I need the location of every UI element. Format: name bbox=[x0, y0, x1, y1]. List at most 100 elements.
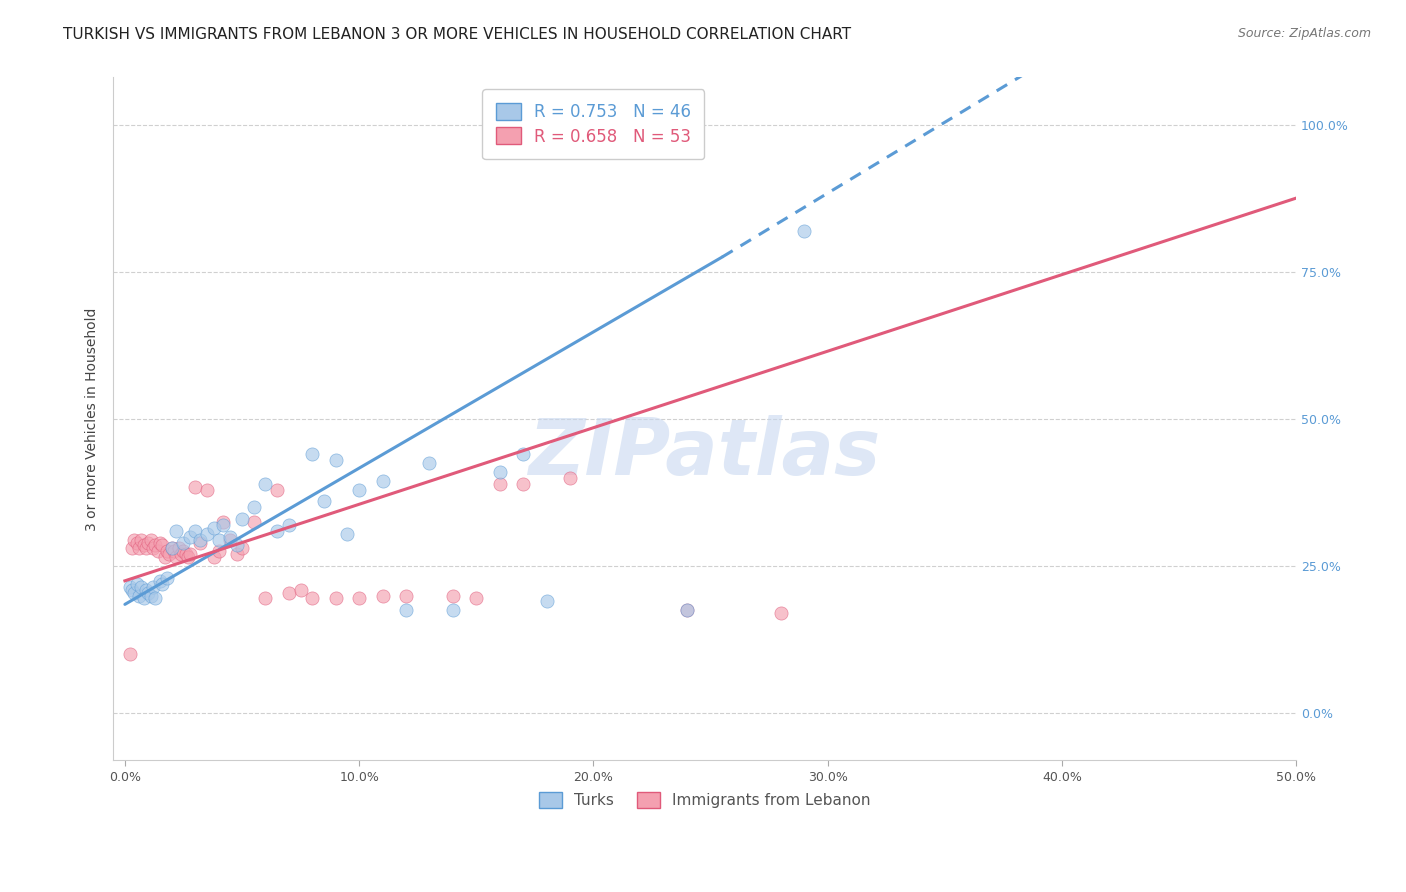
Point bbox=[219, 530, 242, 544]
Point bbox=[226, 547, 249, 561]
Point bbox=[277, 585, 299, 599]
Point bbox=[139, 533, 162, 547]
Point bbox=[136, 585, 159, 599]
Point bbox=[202, 550, 225, 565]
Point bbox=[231, 541, 253, 556]
Point bbox=[465, 591, 488, 606]
Text: TURKISH VS IMMIGRANTS FROM LEBANON 3 OR MORE VEHICLES IN HOUSEHOLD CORRELATION C: TURKISH VS IMMIGRANTS FROM LEBANON 3 OR … bbox=[63, 27, 852, 42]
Point bbox=[128, 589, 150, 603]
Point bbox=[195, 526, 218, 541]
Point bbox=[172, 544, 194, 558]
Point bbox=[395, 589, 418, 603]
Point bbox=[207, 544, 229, 558]
Point bbox=[441, 603, 464, 617]
Point bbox=[132, 591, 155, 606]
Point bbox=[254, 476, 277, 491]
Point bbox=[160, 541, 183, 556]
Point bbox=[118, 580, 141, 594]
Point bbox=[139, 589, 162, 603]
Point bbox=[150, 539, 173, 553]
Point bbox=[132, 539, 155, 553]
Point bbox=[163, 544, 186, 558]
Point bbox=[195, 483, 218, 497]
Point bbox=[242, 515, 264, 529]
Point bbox=[122, 585, 145, 599]
Point bbox=[184, 480, 207, 494]
Point bbox=[212, 517, 235, 532]
Point bbox=[184, 524, 207, 538]
Point bbox=[153, 550, 176, 565]
Point bbox=[160, 541, 183, 556]
Point bbox=[129, 533, 152, 547]
Point bbox=[202, 521, 225, 535]
Point bbox=[371, 589, 394, 603]
Point bbox=[266, 483, 288, 497]
Point bbox=[488, 465, 510, 479]
Point bbox=[165, 550, 187, 565]
Text: ZIPatlas: ZIPatlas bbox=[529, 415, 880, 491]
Point bbox=[179, 547, 201, 561]
Point bbox=[254, 591, 277, 606]
Point bbox=[136, 535, 159, 549]
Point bbox=[312, 494, 335, 508]
Point bbox=[231, 512, 253, 526]
Point bbox=[121, 582, 143, 597]
Point bbox=[122, 533, 145, 547]
Point bbox=[242, 500, 264, 515]
Point bbox=[188, 535, 211, 549]
Point bbox=[143, 591, 166, 606]
Point bbox=[129, 580, 152, 594]
Point bbox=[149, 574, 172, 588]
Point bbox=[170, 547, 193, 561]
Point bbox=[128, 541, 150, 556]
Point bbox=[207, 533, 229, 547]
Point bbox=[177, 550, 200, 565]
Point bbox=[212, 515, 235, 529]
Point bbox=[395, 603, 418, 617]
Y-axis label: 3 or more Vehicles in Household: 3 or more Vehicles in Household bbox=[86, 307, 100, 531]
Point bbox=[150, 576, 173, 591]
Point bbox=[347, 591, 370, 606]
Point bbox=[336, 526, 359, 541]
Point bbox=[488, 476, 510, 491]
Point bbox=[347, 483, 370, 497]
Point bbox=[125, 535, 148, 549]
Point bbox=[135, 541, 157, 556]
Point bbox=[676, 603, 699, 617]
Point bbox=[512, 447, 534, 461]
Point bbox=[157, 547, 180, 561]
Point bbox=[418, 456, 440, 470]
Point bbox=[301, 447, 323, 461]
Point bbox=[226, 539, 249, 553]
Point bbox=[188, 533, 211, 547]
Point bbox=[142, 541, 165, 556]
Point bbox=[769, 606, 792, 620]
Point bbox=[172, 535, 194, 549]
Point bbox=[174, 547, 197, 561]
Point bbox=[167, 541, 190, 556]
Point bbox=[325, 591, 347, 606]
Point bbox=[277, 517, 299, 532]
Point bbox=[121, 541, 143, 556]
Point bbox=[266, 524, 288, 538]
Legend: Turks, Immigrants from Lebanon: Turks, Immigrants from Lebanon bbox=[533, 786, 876, 814]
Point bbox=[793, 223, 815, 237]
Point bbox=[156, 571, 179, 585]
Point bbox=[135, 582, 157, 597]
Point bbox=[301, 591, 323, 606]
Point bbox=[371, 474, 394, 488]
Point bbox=[179, 530, 201, 544]
Point bbox=[512, 476, 534, 491]
Point bbox=[156, 544, 179, 558]
Point bbox=[536, 594, 558, 608]
Point bbox=[441, 589, 464, 603]
Point bbox=[125, 576, 148, 591]
Point bbox=[149, 535, 172, 549]
Point bbox=[165, 524, 187, 538]
Text: Source: ZipAtlas.com: Source: ZipAtlas.com bbox=[1237, 27, 1371, 40]
Point bbox=[558, 471, 581, 485]
Point bbox=[325, 453, 347, 467]
Point bbox=[219, 533, 242, 547]
Point bbox=[142, 580, 165, 594]
Point bbox=[146, 544, 169, 558]
